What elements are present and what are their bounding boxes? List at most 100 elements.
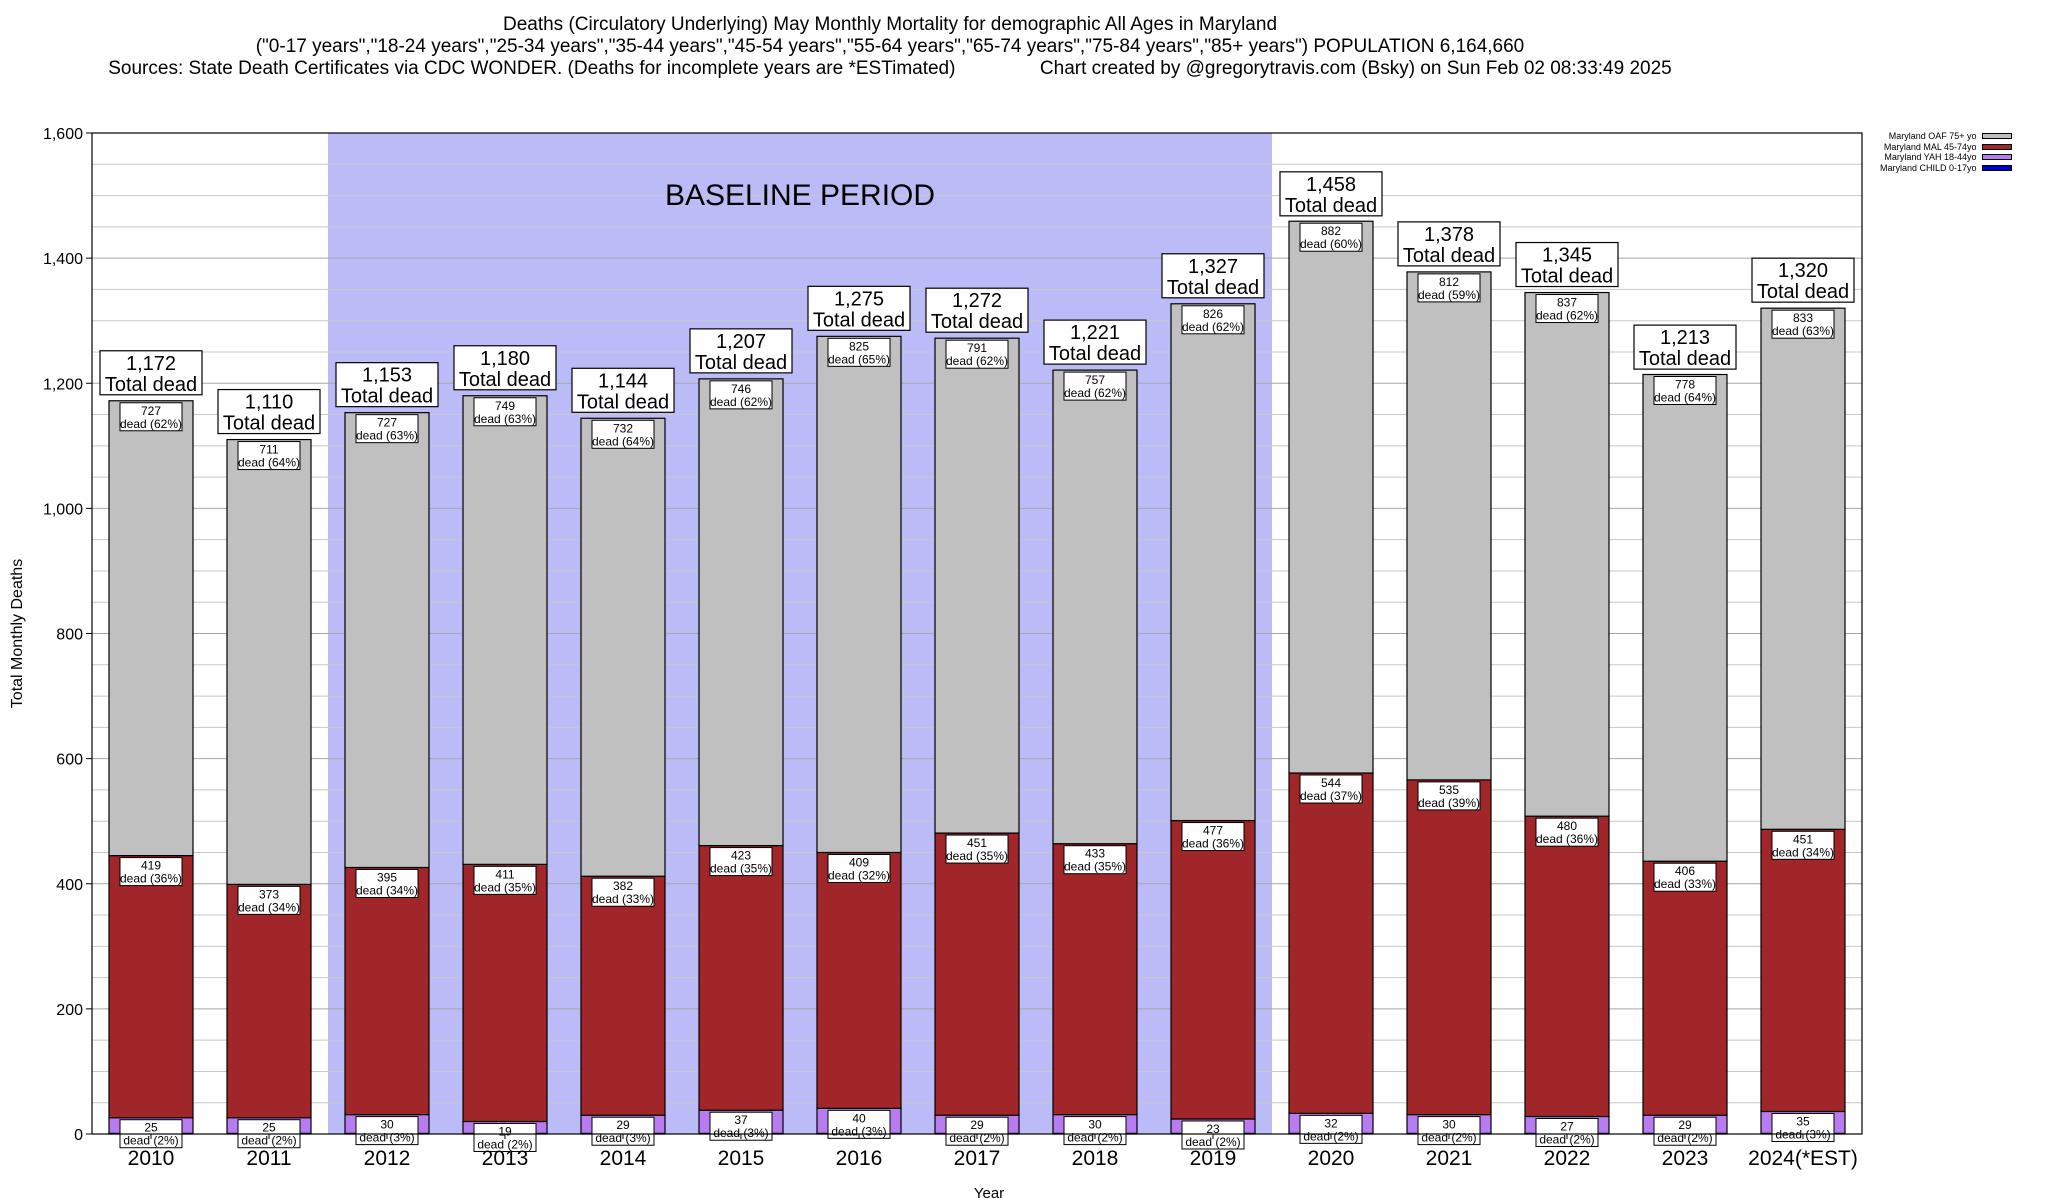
segment-label-count: 711 — [259, 443, 278, 457]
total-label-suffix: Total dead — [695, 352, 787, 374]
segment-label-box — [945, 339, 1009, 369]
segment-label-percent: dead (64%) — [1654, 390, 1716, 404]
legend-swatch — [1981, 143, 2012, 150]
bar-segment-oaf — [698, 378, 784, 847]
segment-label-count: 37 — [734, 1113, 748, 1127]
total-label-suffix: Total dead — [105, 374, 197, 396]
bar-segment-oaf — [344, 412, 430, 869]
segment-label-count: 746 — [731, 382, 751, 396]
chart-title-line-3: Sources: State Death Certificates via CD… — [108, 58, 1672, 79]
segment-label-count: 395 — [377, 870, 397, 884]
total-label-value: 1,221 — [1070, 322, 1120, 344]
legend-item-label: Maryland CHILD 0-17yo — [1880, 162, 1977, 173]
segment-label-count: 29 — [970, 1118, 984, 1132]
segment-label-box — [1535, 817, 1599, 847]
total-label-suffix: Total dead — [931, 311, 1023, 333]
segment-label-percent: dead (2%) — [477, 1137, 532, 1151]
bar-segment-oaf — [1524, 291, 1610, 817]
segment-label-count: 40 — [852, 1111, 866, 1125]
total-label-value: 1,144 — [598, 370, 648, 392]
total-label-suffix: Total dead — [1049, 343, 1141, 365]
bar-segment-oaf — [1406, 271, 1492, 781]
total-label-value: 1,153 — [362, 365, 412, 387]
segment-label-box — [1181, 305, 1245, 335]
total-label-value: 1,458 — [1306, 174, 1356, 196]
segment-label-count: 882 — [1321, 224, 1341, 238]
bar-segment-oaf — [934, 337, 1020, 834]
segment-label-box — [1181, 822, 1245, 852]
segment-label-count: 409 — [849, 855, 869, 869]
segment-label-box — [1535, 1117, 1599, 1147]
x-tick-label: 2013 — [482, 1147, 529, 1170]
segment-label-box — [1535, 294, 1599, 324]
segment-label-count: 382 — [613, 879, 633, 893]
segment-label-count: 30 — [1442, 1118, 1456, 1132]
total-label-box — [1043, 319, 1147, 365]
x-tick-label: 2018 — [1072, 1147, 1119, 1170]
segment-label-box — [1771, 309, 1835, 339]
bar-segment-mal — [1760, 828, 1846, 1113]
total-label-box — [1397, 221, 1501, 267]
total-label-suffix: Total dead — [1403, 245, 1495, 267]
segment-label-percent: dead (64%) — [238, 456, 300, 470]
bar-segment-mal — [1170, 819, 1256, 1120]
chart-title-line-1: Deaths (Circulatory Underlying) May Mont… — [502, 14, 1278, 35]
y-tick-label: 1,600 — [43, 126, 83, 143]
total-label-suffix: Total dead — [1521, 266, 1613, 288]
segment-label-percent: dead (62%) — [1064, 386, 1126, 400]
bar-segment-oaf — [1760, 307, 1846, 830]
bar-segment-mal — [816, 851, 902, 1109]
segment-label-count: 812 — [1439, 275, 1459, 289]
total-label-suffix: Total dead — [459, 369, 551, 391]
segment-label-percent: dead (36%) — [1182, 837, 1244, 851]
total-label-box — [453, 345, 557, 391]
segment-label-box — [1063, 845, 1127, 875]
legend-item: Maryland OAF 75+ yo — [1880, 131, 2012, 142]
segment-label-percent: dead (33%) — [1654, 877, 1716, 891]
segment-label-count: 35 — [1796, 1114, 1810, 1128]
segment-label-box — [355, 1116, 419, 1146]
segment-label-count: 433 — [1085, 847, 1105, 861]
segment-label-percent: dead (62%) — [120, 417, 182, 431]
segment-label-percent: dead (35%) — [710, 862, 772, 876]
legend-swatch — [1981, 133, 2012, 140]
total-label-box — [925, 287, 1029, 333]
bar-segment-mal — [1406, 779, 1492, 1116]
y-tick-label: 400 — [56, 877, 83, 894]
y-tick-label: 1,200 — [43, 376, 83, 393]
segment-label-box — [591, 1116, 655, 1146]
segment-label-count: 419 — [141, 859, 161, 873]
total-label-value: 1,207 — [716, 331, 766, 353]
bar-segment-oaf — [226, 438, 312, 885]
total-label-value: 1,272 — [952, 290, 1002, 312]
total-label-suffix: Total dead — [223, 413, 315, 435]
segment-label-percent: dead (2%) — [123, 1134, 178, 1148]
segment-label-percent: dead (33%) — [592, 892, 654, 906]
segment-label-percent: dead (2%) — [241, 1134, 296, 1148]
baseline-period-label: BASELINE PERIOD — [665, 179, 935, 212]
segment-label-percent: dead (63%) — [356, 429, 418, 443]
total-label-box — [1161, 253, 1265, 299]
segment-label-percent: dead (2%) — [1185, 1135, 1240, 1149]
segment-label-percent: dead (34%) — [1772, 845, 1834, 859]
bar-segment-oaf — [1288, 220, 1374, 774]
bar-segment-oaf — [580, 417, 666, 877]
x-tick-label: 2017 — [954, 1147, 1001, 1170]
segment-label-percent: dead (32%) — [828, 868, 890, 882]
total-label-box — [217, 388, 321, 435]
segment-label-percent: dead (35%) — [1064, 860, 1126, 874]
y-tick-label: 0 — [74, 1127, 83, 1144]
total-label-suffix: Total dead — [341, 386, 433, 408]
segment-label-count: 826 — [1203, 307, 1223, 321]
y-tick-label: 800 — [56, 627, 83, 644]
total-label-suffix: Total dead — [1167, 277, 1259, 299]
x-tick-label: 2012 — [364, 1147, 411, 1170]
total-label-box — [335, 362, 439, 408]
segment-label-box — [945, 1116, 1009, 1146]
bar-segment-oaf — [1642, 373, 1728, 862]
legend-swatch — [1981, 164, 2012, 171]
chart-legend: Maryland OAF 75+ yo Maryland MAL 45-74yo M… — [1880, 131, 2012, 173]
segment-label-count: 423 — [731, 849, 751, 863]
bar-segment-mal — [1642, 860, 1728, 1116]
segment-label-percent: dead (35%) — [946, 849, 1008, 863]
